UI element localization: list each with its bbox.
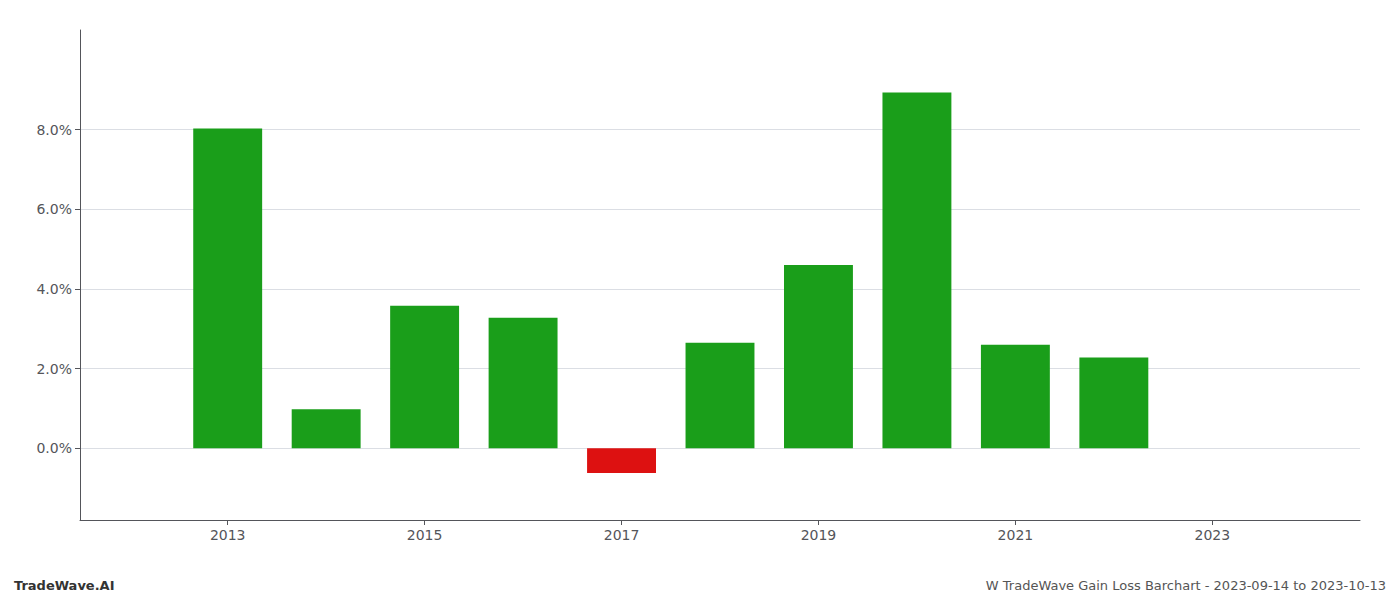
svg-text:2.0%: 2.0% [36, 361, 72, 377]
svg-text:2017: 2017 [604, 527, 640, 543]
svg-text:2023: 2023 [1194, 527, 1230, 543]
svg-text:0.0%: 0.0% [36, 440, 72, 456]
svg-text:2015: 2015 [407, 527, 443, 543]
svg-text:8.0%: 8.0% [36, 122, 72, 138]
svg-text:4.0%: 4.0% [36, 281, 72, 297]
svg-text:2019: 2019 [801, 527, 837, 543]
svg-text:W TradeWave Gain Loss Barchart: W TradeWave Gain Loss Barchart - 2023-09… [986, 578, 1386, 593]
svg-text:2021: 2021 [998, 527, 1034, 543]
svg-text:TradeWave.AI: TradeWave.AI [14, 578, 115, 593]
svg-text:2013: 2013 [210, 527, 246, 543]
svg-text:6.0%: 6.0% [36, 201, 72, 217]
